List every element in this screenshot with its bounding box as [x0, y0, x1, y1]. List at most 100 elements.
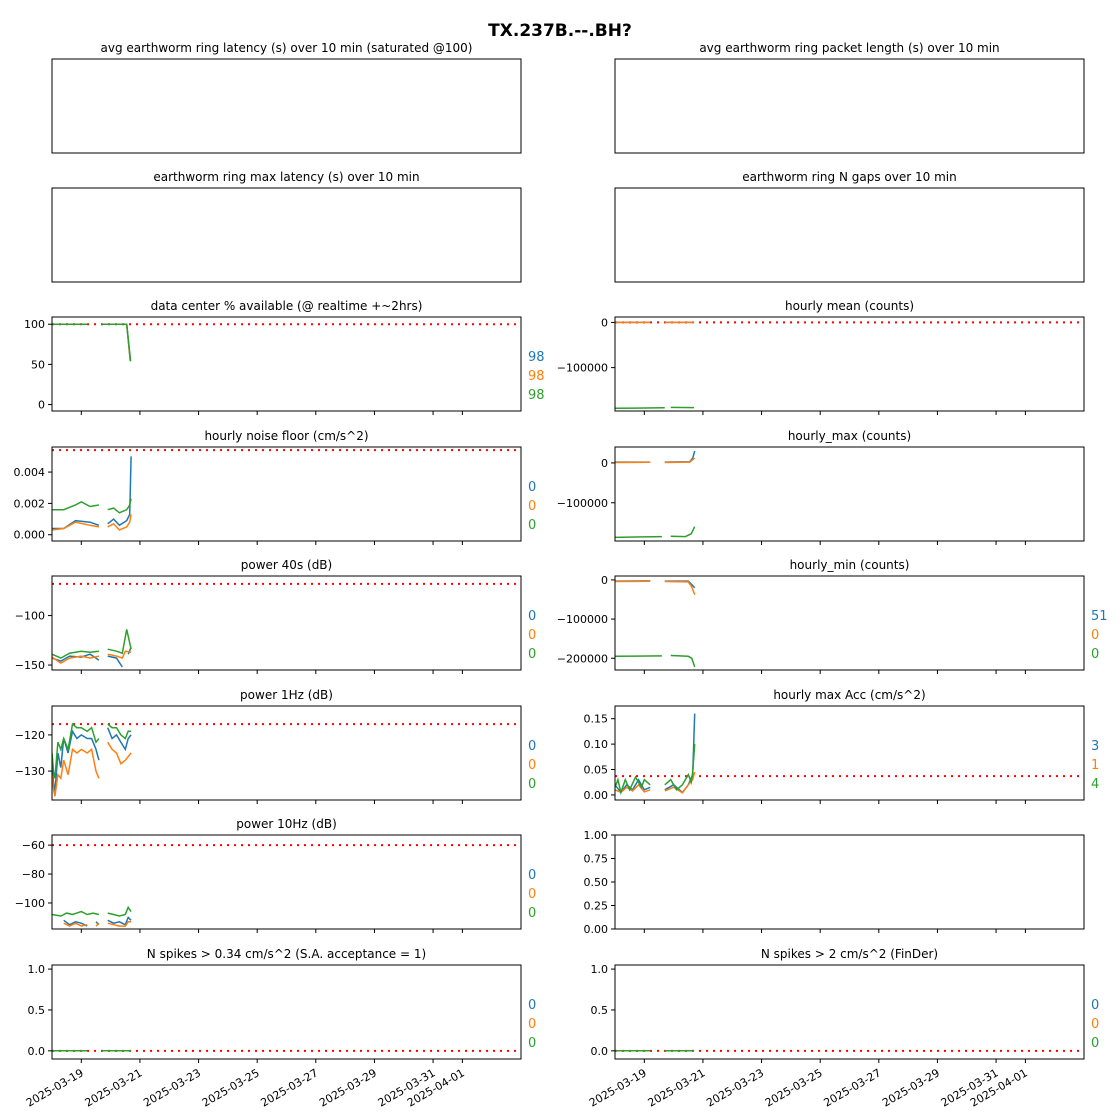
series-2-line [52, 650, 132, 664]
y-tick-label: −100000 [557, 362, 608, 375]
series-3-line [52, 629, 132, 659]
y-tick-label: −100 [15, 897, 45, 910]
panel-l1: avg earthworm ring latency (s) over 10 m… [51, 41, 522, 154]
x-tick-label: 2025-03-25 [763, 1066, 825, 1109]
panel-title: hourly max Acc (cm/s^2) [773, 688, 925, 702]
axes-frame [614, 575, 1085, 671]
panel-l8: N spikes > 0.34 cm/s^2 (S.A. acceptance … [24, 947, 536, 1110]
plot-area [52, 323, 521, 362]
panel-title: power 40s (dB) [241, 558, 332, 572]
y-tick-label: −80 [22, 868, 45, 881]
series-3-line [52, 905, 132, 917]
series-2-latest-value: 0 [528, 758, 536, 773]
series-1-latest-value: 0 [1091, 998, 1099, 1013]
panel-title: hourly mean (counts) [785, 299, 914, 313]
y-tick-label: 0.25 [584, 900, 609, 913]
series-2-latest-value: 0 [528, 628, 536, 643]
panel-title: hourly_max (counts) [788, 429, 911, 443]
axes-frame [51, 575, 522, 671]
x-tick-label: 2025-03-23 [704, 1066, 766, 1109]
series-2-line [615, 457, 696, 464]
panel-r2: earthworm ring N gaps over 10 min [614, 170, 1085, 283]
series-3-line [615, 406, 695, 410]
x-tick-label: 2025-03-21 [83, 1066, 145, 1109]
series-2-line [52, 514, 132, 531]
plot-area [615, 450, 696, 539]
y-tick-label: 0 [601, 574, 608, 587]
series-1-latest-value: 0 [528, 609, 536, 624]
series-3-latest-value: 0 [1091, 647, 1099, 662]
series-2-latest-value: 0 [528, 499, 536, 514]
axes-frame [51, 705, 522, 801]
panel-r1: avg earthworm ring packet length (s) ove… [614, 41, 1085, 154]
axes-frame [614, 834, 1085, 930]
x-tick-label: 2025-03-23 [141, 1066, 203, 1109]
series-1-latest-value: 0 [528, 480, 536, 495]
x-tick-label: 2025-03-21 [646, 1066, 708, 1109]
x-tick-label: 2025-03-29 [880, 1066, 942, 1109]
panel-title: hourly noise floor (cm/s^2) [204, 429, 368, 443]
series-2-line [615, 580, 696, 596]
series-2-latest-value: 0 [1091, 628, 1099, 643]
series-2-line [52, 323, 132, 361]
plot-area [52, 722, 521, 797]
series-2-latest-value: 1 [1091, 758, 1099, 773]
y-tick-label: 0.0 [591, 1045, 609, 1058]
panel-title: earthworm ring N gaps over 10 min [742, 170, 956, 184]
series-1-latest-value: 0 [528, 998, 536, 1013]
series-3-line [52, 722, 132, 779]
panel-title: hourly_min (counts) [790, 558, 910, 572]
panel-title: avg earthworm ring latency (s) over 10 m… [101, 41, 473, 55]
axes-frame [51, 834, 522, 930]
y-tick-label: −100000 [557, 497, 608, 510]
panel-r8: N spikes > 2 cm/s^2 (FinDer) 0.0 0.5 1.0 202… [587, 947, 1099, 1110]
series-3-line [615, 526, 696, 539]
panel-r7: 0.00 0.25 0.50 0.75 1.00 [584, 829, 1085, 936]
series-3-latest-value: 0 [528, 1036, 536, 1051]
series-3-latest-value: 0 [1091, 1036, 1099, 1051]
panel-l7: power 10Hz (dB) −100 −80 −60 0 0 0 [15, 817, 536, 933]
y-tick-label: 0.75 [584, 853, 609, 866]
y-tick-label: −60 [22, 839, 45, 852]
series-2-line [63, 921, 132, 927]
x-tick-label: 2025-03-25 [200, 1066, 262, 1109]
plot-area [52, 582, 521, 668]
axes-frame [614, 187, 1085, 283]
y-tick-label: 0.15 [584, 713, 609, 726]
series-3-line [615, 654, 696, 668]
y-tick-label: 0 [601, 316, 608, 329]
panel-title: power 10Hz (dB) [236, 817, 337, 831]
series-1-latest-value: 3 [1091, 739, 1099, 754]
panel-l6: power 1Hz (dB) −130 −120 0 0 0 [15, 688, 536, 804]
series-2-latest-value: 0 [528, 1017, 536, 1032]
series-1-latest-value: 98 [528, 350, 545, 365]
x-tick-label: 2025-03-27 [258, 1066, 320, 1109]
axes-frame [51, 187, 522, 283]
y-tick-label: 1.0 [591, 963, 609, 976]
panel-r4: hourly_max (counts) −100000 0 [557, 429, 1085, 545]
panel-l2: earthworm ring max latency (s) over 10 m… [51, 170, 522, 283]
x-tick-label: 2025-03-19 [587, 1066, 649, 1109]
series-3-line [52, 498, 132, 514]
axes-frame [51, 964, 522, 1060]
plot-area [615, 713, 1084, 796]
y-tick-label: −100 [15, 610, 45, 623]
axes-frame [614, 316, 1085, 412]
series-3-latest-value: 0 [528, 518, 536, 533]
panel-l4: hourly noise floor (cm/s^2) 0.000 0.002 0.0… [14, 429, 536, 545]
y-tick-label: 0.10 [584, 738, 609, 751]
y-tick-label: 0.5 [28, 1004, 46, 1017]
panel-title: power 1Hz (dB) [240, 688, 333, 702]
y-tick-label: 0.00 [584, 789, 609, 802]
x-tick-label: 2025-03-27 [821, 1066, 883, 1109]
series-1-latest-value: 0 [528, 739, 536, 754]
y-tick-label: 0 [601, 457, 608, 470]
y-tick-label: 0.0 [28, 1045, 46, 1058]
series-1-line [52, 456, 132, 530]
series-2-latest-value: 0 [1091, 1017, 1099, 1032]
series-1-line [615, 450, 696, 463]
y-tick-label: −100000 [557, 613, 608, 626]
series-3-latest-value: 98 [528, 388, 545, 403]
axes-frame [51, 316, 522, 412]
